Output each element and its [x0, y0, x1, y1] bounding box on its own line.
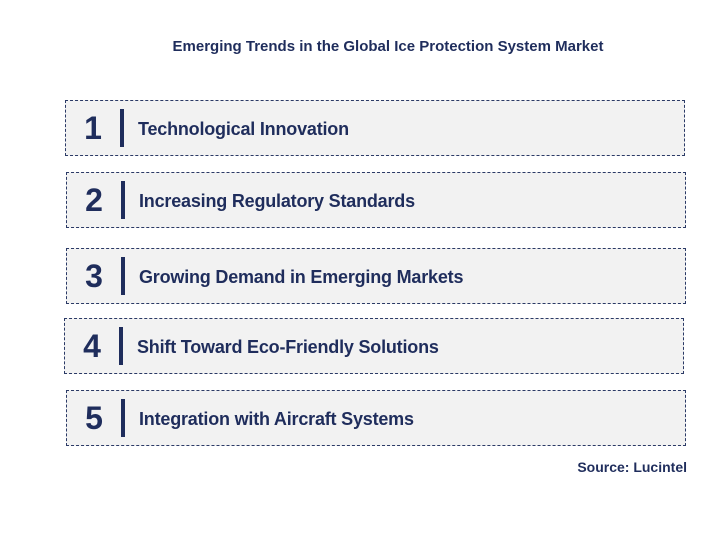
- trend-item-2: 2 Increasing Regulatory Standards: [66, 172, 686, 228]
- trend-number: 1: [84, 110, 102, 146]
- trend-number: 5: [85, 400, 103, 436]
- trend-item-3: 3 Growing Demand in Emerging Markets: [66, 248, 686, 304]
- trend-divider: [121, 257, 125, 295]
- trend-divider: [121, 399, 125, 437]
- trend-label: Increasing Regulatory Standards: [139, 191, 415, 211]
- trend-divider: [120, 109, 124, 147]
- trend-item-5: 5 Integration with Aircraft Systems: [66, 390, 686, 446]
- trend-number: 2: [85, 182, 103, 218]
- trend-number: 4: [83, 328, 101, 364]
- source-note: Source: Lucintel: [577, 459, 687, 475]
- trend-item-4: 4 Shift Toward Eco-Friendly Solutions: [64, 318, 684, 374]
- trend-label: Technological Innovation: [138, 119, 349, 139]
- trend-label: Shift Toward Eco-Friendly Solutions: [137, 337, 439, 357]
- diagram-title: Emerging Trends in the Global Ice Protec…: [172, 38, 604, 55]
- trend-label: Integration with Aircraft Systems: [139, 409, 414, 429]
- trend-divider: [121, 181, 125, 219]
- trend-item-1: 1 Technological Innovation: [65, 100, 685, 156]
- trend-label: Growing Demand in Emerging Markets: [139, 267, 464, 287]
- trend-divider: [119, 327, 123, 365]
- trend-number: 3: [85, 258, 103, 294]
